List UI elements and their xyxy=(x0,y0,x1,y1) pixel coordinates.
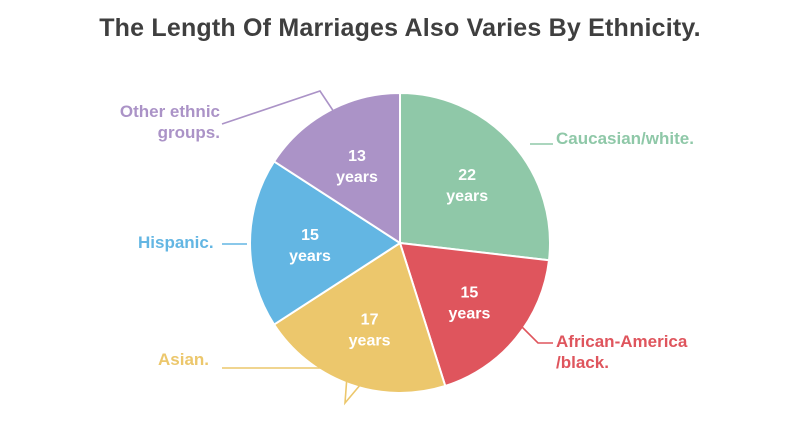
pie-slice xyxy=(249,160,402,326)
category-labels: Caucasian/white. African-America/black. As… xyxy=(120,102,694,372)
leader-line xyxy=(222,367,367,406)
category-label: African-America/black. xyxy=(556,332,688,372)
pie-slice xyxy=(398,241,551,388)
slice-value-labels: 22 years 15 years 17 years 15 years 13 years xyxy=(289,148,490,350)
category-label: Other ethnic groups. xyxy=(120,102,220,142)
slice-value-label: 15 years xyxy=(289,227,331,265)
pie-slice xyxy=(399,91,551,262)
slice-value-label: 22 years xyxy=(446,167,488,205)
pie-slices xyxy=(249,91,551,394)
leader-line xyxy=(221,90,335,125)
slice-value-label: 17 years xyxy=(349,312,391,350)
slice-value-label: 13 years xyxy=(336,148,378,186)
category-label: Hispanic. xyxy=(138,233,214,252)
leader-line xyxy=(519,324,553,344)
category-label: Caucasian/white. xyxy=(556,129,694,148)
category-label: Asian. xyxy=(158,350,209,369)
slice-value-label: 15 years xyxy=(449,284,491,322)
chart-title: The Length Of Marriages Also Varies By E… xyxy=(99,14,701,42)
pie-slice xyxy=(272,241,447,394)
leader-lines xyxy=(221,90,553,406)
pie-slice xyxy=(272,91,401,245)
